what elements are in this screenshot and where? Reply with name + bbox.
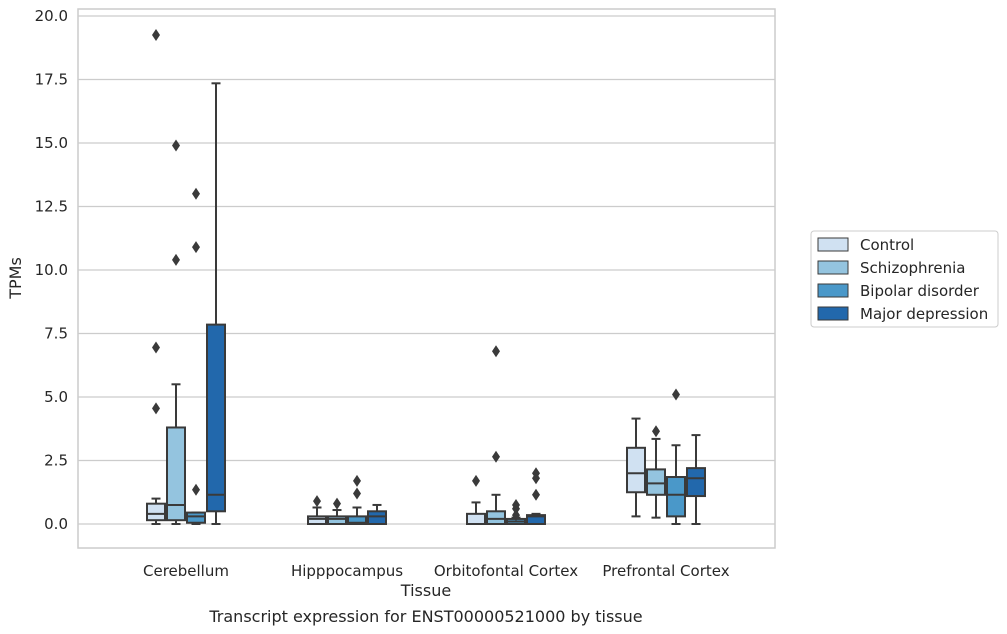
x-axis-label: Tissue: [400, 581, 451, 600]
plot-area-frame: [77, 8, 776, 549]
x-tick-label: Prefrontal Cortex: [602, 562, 729, 580]
series-group: [166, 139, 666, 526]
outlier-point: [512, 502, 520, 515]
outlier-point: [192, 483, 200, 496]
x-tick-label: Hipppocampus: [291, 562, 403, 580]
outlier-point: [172, 253, 180, 266]
y-tick-label: 0.0: [44, 515, 68, 533]
y-axis-ticks: 0.0 2.5 5.0 7.5 10.0 12.5 15.0 17.5 20.0: [35, 7, 68, 533]
legend-label: Major depression: [860, 305, 988, 323]
box: [206, 323, 226, 513]
box: [646, 468, 666, 496]
outlier-point: [152, 29, 160, 42]
y-tick-label: 17.5: [35, 71, 68, 89]
box: [666, 476, 686, 518]
box: [186, 511, 206, 524]
legend-label: Schizophrenia: [860, 259, 965, 277]
series-group: [146, 29, 646, 526]
legend: Control Schizophrenia Bipolar disorder Majo…: [810, 230, 999, 328]
series-group: [206, 82, 706, 525]
legend-swatch: [817, 260, 849, 275]
box: [626, 446, 646, 494]
y-axis-label: TPMs: [6, 257, 25, 300]
y-tick-label: 10.0: [35, 261, 68, 279]
y-tick-label: 2.5: [44, 452, 68, 470]
outlier-point: [152, 341, 160, 354]
series-group: [186, 187, 686, 526]
outlier-point: [532, 488, 540, 501]
outlier-point: [172, 139, 180, 152]
outlier-point: [353, 474, 361, 487]
y-tick-label: 7.5: [44, 325, 68, 343]
y-tick-label: 20.0: [35, 7, 68, 25]
outlier-point: [492, 345, 500, 358]
box: [146, 502, 166, 522]
legend-swatch: [817, 237, 849, 252]
legend-label: Control: [860, 236, 914, 254]
box: [466, 512, 486, 526]
outlier-point: [512, 509, 520, 522]
box: [166, 426, 186, 522]
chart-caption: Transcript expression for ENST0000052100…: [208, 607, 642, 626]
outlier-point: [492, 450, 500, 463]
box: [367, 510, 387, 525]
outlier-point: [333, 497, 341, 510]
x-axis-ticks: Cerebellum Hipppocampus Orbitofontal Corte…: [143, 562, 730, 580]
y-tick-label: 15.0: [35, 134, 68, 152]
box: [327, 515, 347, 526]
box: [686, 467, 706, 498]
box: [307, 515, 327, 526]
x-tick-label: Orbitofontal Cortex: [434, 562, 578, 580]
box: [347, 515, 367, 526]
legend-swatch: [817, 283, 849, 298]
box-series: [146, 29, 706, 526]
outlier-point: [152, 402, 160, 415]
outlier-point: [313, 495, 321, 508]
grid-lines: [78, 15, 775, 525]
outlier-point: [532, 472, 540, 485]
outlier-point: [652, 425, 660, 438]
legend-swatch: [817, 306, 849, 321]
outlier-point: [192, 187, 200, 200]
box: [486, 510, 506, 525]
box: [526, 514, 546, 525]
outlier-point: [353, 487, 361, 500]
legend-label: Bipolar disorder: [860, 282, 980, 300]
y-tick-label: 12.5: [35, 198, 68, 216]
legend-frame: [810, 230, 999, 328]
outlier-point: [672, 388, 680, 401]
outlier-point: [192, 241, 200, 254]
y-tick-label: 5.0: [44, 388, 68, 406]
outlier-point: [472, 474, 480, 487]
x-tick-label: Cerebellum: [143, 562, 229, 580]
